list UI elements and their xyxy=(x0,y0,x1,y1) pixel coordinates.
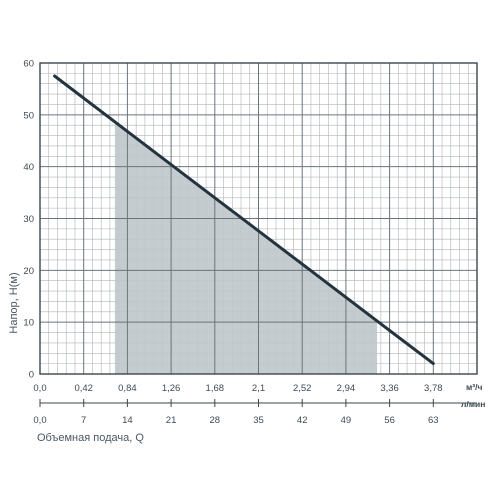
plot-border xyxy=(39,62,478,375)
x-tick-label: 0,84 xyxy=(118,383,137,394)
x2-tick-label: 14 xyxy=(122,415,133,426)
y-tick-label: 30 xyxy=(23,214,34,225)
curve-layer xyxy=(53,74,435,366)
operating-range-layer xyxy=(114,121,378,375)
y-axis-ticks: 0 10 20 30 40 50 60 xyxy=(23,59,34,381)
major-grid xyxy=(39,62,478,375)
operating-range-area xyxy=(114,121,378,375)
y-tick-label: 50 xyxy=(23,110,34,121)
x2-tick-label: 56 xyxy=(384,415,395,426)
x-axis-ticks: 0,0 0,42 0,84 1,26 1,68 2,1 2,52 2,94 3,36 3,78 xyxy=(33,383,442,394)
x-tick-label: 3,36 xyxy=(380,383,399,394)
x2-tick-label: 21 xyxy=(166,415,177,426)
x-tick-label: 0,42 xyxy=(74,383,93,394)
head-flow-curve xyxy=(53,74,435,366)
y-tick-label: 60 xyxy=(23,59,34,70)
y-tick-label: 0 xyxy=(29,370,34,381)
x-tick-label: 0,0 xyxy=(33,383,46,394)
x2-tick-label: 28 xyxy=(210,415,221,426)
x2-tick-label: 35 xyxy=(253,415,264,426)
x2-tick-label: 63 xyxy=(428,415,439,426)
y-tick-label: 10 xyxy=(23,318,34,329)
x-tick-label: 1,26 xyxy=(162,383,181,394)
x-axis-unit: м³/ч xyxy=(466,382,482,392)
y-tick-label: 40 xyxy=(23,162,34,173)
secondary-x-axis: 0,0 7 14 21 28 35 42 49 56 63 xyxy=(33,399,477,426)
x2-tick-label: 7 xyxy=(81,415,86,426)
x-tick-label: 1,68 xyxy=(206,383,225,394)
x-tick-label: 2,52 xyxy=(293,383,312,394)
x-tick-label: 2,94 xyxy=(337,383,356,394)
x-tick-label: 2,1 xyxy=(252,383,265,394)
y-tick-label: 20 xyxy=(23,266,34,277)
x-tick-label: 3,78 xyxy=(424,383,443,394)
x2-tick-label: 0,0 xyxy=(33,415,46,426)
x2-axis-unit: л/мин xyxy=(461,399,485,409)
y-axis-title: Напор, H(м) xyxy=(8,272,20,333)
x2-tick-label: 49 xyxy=(341,415,352,426)
x2-tick-label: 42 xyxy=(297,415,308,426)
x-axis-title: Объемная подача, Q xyxy=(37,432,144,444)
